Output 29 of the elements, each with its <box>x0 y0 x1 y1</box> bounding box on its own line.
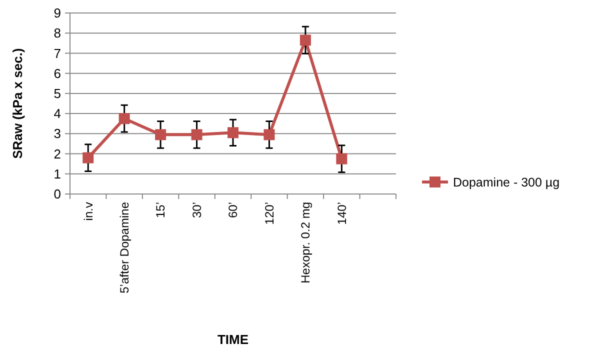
point <box>82 152 94 164</box>
legend-label: Dopamine - 300 µg <box>453 175 560 190</box>
x-tick-label: 5’after Dopamine <box>118 202 132 294</box>
point <box>264 129 275 140</box>
x-tick-label: Hexopr. 0.2 mg <box>298 202 313 284</box>
y-tick-label: 7 <box>54 46 61 61</box>
x-tick-label: in.v <box>81 202 96 221</box>
y-tick-label: 6 <box>54 66 61 81</box>
x-tick-label: 60’ <box>226 202 240 218</box>
x-tick-label: 30’ <box>190 202 204 218</box>
y-tick-label: 9 <box>54 6 61 21</box>
point <box>155 129 166 140</box>
y-tick-label: 5 <box>54 86 61 101</box>
point <box>300 34 311 46</box>
y-tick-label: 3 <box>54 126 61 142</box>
y-axis-title: SRaw (kPa x sec.) <box>10 48 25 159</box>
y-tick-label: 4 <box>54 106 61 122</box>
x-tick-label: 140’ <box>334 202 349 225</box>
x-axis-title: TIME <box>217 332 249 347</box>
x-tick-label: 120’ <box>262 202 276 225</box>
point <box>336 153 348 164</box>
y-tick-label: 1 <box>54 166 61 182</box>
y-tick-label: 8 <box>54 26 61 41</box>
point <box>118 113 130 124</box>
point <box>228 127 238 138</box>
x-tick-label: 15’ <box>154 202 168 218</box>
point <box>191 129 202 140</box>
y-tick-label: 0 <box>54 186 61 202</box>
y-tick-label: 2 <box>54 146 61 162</box>
